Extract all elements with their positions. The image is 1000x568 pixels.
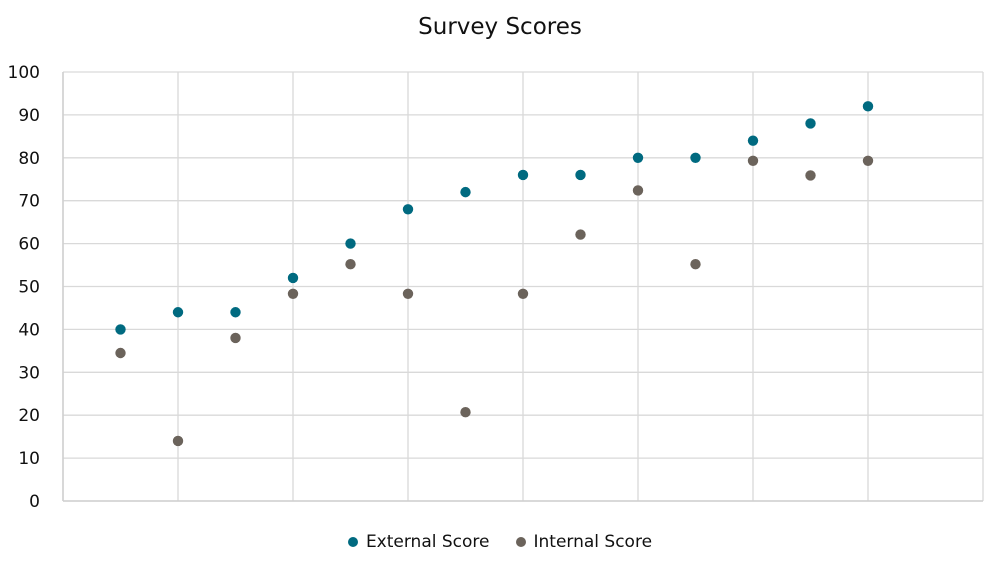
legend-label: Internal Score: [533, 532, 653, 552]
data-point: [805, 170, 816, 181]
data-point: [460, 186, 471, 198]
data-point: [460, 406, 471, 418]
data-point: [690, 258, 701, 270]
data-point: [287, 272, 299, 284]
data-point: [172, 435, 184, 447]
y-tick-label: 40: [18, 320, 40, 340]
data-point: [230, 307, 241, 318]
data-point: [115, 324, 126, 335]
y-tick-label: 70: [18, 192, 40, 212]
data-point: [345, 258, 356, 270]
y-tick-label: 20: [18, 406, 40, 426]
data-points: [115, 101, 874, 447]
legend-item-internal: Internal Score: [515, 532, 653, 552]
data-point: [115, 347, 126, 359]
y-tick-label: 50: [18, 278, 40, 298]
data-point: [747, 155, 759, 167]
y-tick-label: 10: [18, 449, 40, 469]
gridlines: [62, 71, 984, 502]
data-point: [402, 204, 414, 215]
y-tick-label: 100: [8, 63, 40, 83]
data-point: [575, 169, 586, 181]
data-point: [230, 332, 241, 344]
data-point: [862, 155, 874, 167]
legend-label: External Score: [365, 532, 490, 552]
data-point: [690, 152, 701, 163]
legend-item-external: External Score: [347, 532, 490, 552]
data-point: [632, 185, 644, 196]
data-point: [632, 152, 644, 163]
legend-marker-icon: [515, 537, 526, 547]
data-point: [575, 229, 586, 240]
y-tick-label: 0: [29, 492, 40, 512]
chart-title: Survey Scores: [418, 14, 582, 40]
data-point: [517, 288, 529, 299]
y-tick-label: 30: [18, 363, 40, 383]
y-tick-label: 80: [18, 149, 40, 169]
y-tick-label: 90: [18, 106, 40, 126]
legend-marker-icon: [347, 537, 358, 547]
data-point: [805, 118, 816, 129]
data-point: [402, 288, 414, 299]
data-point: [517, 169, 529, 181]
y-axis-ticks: 0 10 20 30 40 50 60 70 80 90 100: [8, 63, 40, 512]
data-point: [287, 288, 299, 299]
data-point: [862, 101, 874, 112]
data-point: [172, 307, 184, 318]
data-point: [747, 135, 759, 146]
y-tick-label: 60: [18, 235, 40, 255]
legend: External Score Internal Score: [0, 532, 1000, 552]
data-point: [345, 238, 356, 249]
